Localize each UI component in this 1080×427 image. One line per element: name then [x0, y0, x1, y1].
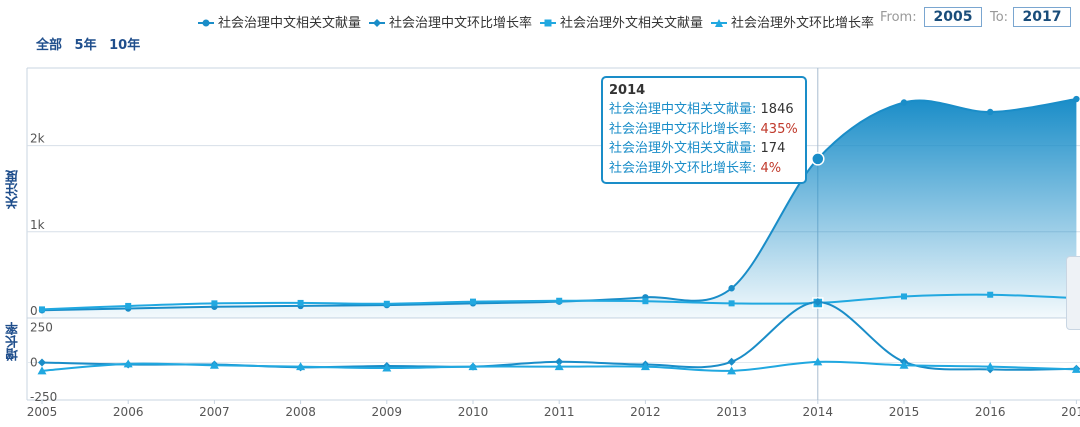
data-point [556, 297, 563, 304]
legend-item[interactable]: 社会治理中文环比增长率 [369, 12, 532, 31]
side-scroll-widget[interactable] [1066, 256, 1080, 330]
data-point [901, 293, 907, 300]
data-point [727, 366, 737, 375]
upper-y-axis-label: 关注度 [6, 170, 21, 209]
x-tick-label: 2011 [544, 405, 575, 419]
x-tick-label: 2009 [372, 405, 403, 419]
x-tick-label: 2014 [803, 405, 834, 419]
legend-label: 社会治理外文环比增长率 [731, 16, 875, 31]
data-point [1073, 95, 1080, 103]
data-point [123, 359, 133, 368]
legend-marker-icon [711, 19, 728, 27]
data-point [811, 152, 825, 166]
legend-marker-icon [369, 19, 386, 27]
x-tick-label: 2013 [716, 405, 747, 419]
data-point [383, 300, 390, 307]
x-tick-label: 2006 [113, 405, 144, 419]
to-label: To: [990, 10, 1009, 25]
upper-y-tick-label: 2k [30, 132, 45, 146]
tooltip-row: 社会治理中文相关文献量: 1846 [609, 102, 794, 117]
data-point [728, 285, 735, 292]
x-tick-label: 2010 [458, 405, 489, 419]
legend-item[interactable]: 社会治理中文相关文献量 [198, 12, 361, 31]
data-point [39, 306, 45, 313]
range-selector: 全部 5年 10年 [36, 34, 148, 53]
data-point [297, 299, 304, 306]
x-tick-label: 2008 [285, 405, 316, 419]
x-tick-label: 2005 [27, 405, 58, 419]
legend-item[interactable]: 社会治理外文相关文献量 [540, 12, 703, 31]
range-all-button[interactable]: 全部 [36, 38, 63, 53]
data-point [642, 298, 649, 305]
x-tick-label: 2015 [889, 405, 920, 419]
series-area-cn-volume [42, 99, 1077, 318]
data-point [554, 362, 564, 371]
data-point [987, 108, 994, 116]
data-point [985, 362, 995, 371]
data-point [987, 291, 994, 298]
data-point [813, 298, 822, 307]
data-point [382, 363, 392, 372]
legend-marker-icon [198, 19, 214, 27]
tooltip-row: 社会治理外文相关文献量: 174 [609, 141, 786, 156]
lower-y-tick-label: 250 [30, 321, 53, 335]
lower-y-axis-label: 增长率 [6, 322, 21, 361]
legend-label: 社会治理中文相关文献量 [218, 16, 362, 31]
x-tick-label: 2012 [630, 405, 661, 419]
legend-label: 社会治理中文环比增长率 [389, 16, 533, 31]
tooltip-row: 社会治理外文环比增长率: 4% [609, 160, 782, 176]
lower-y-tick-label: 0 [30, 355, 38, 369]
to-input[interactable]: 2017 [1013, 7, 1071, 27]
lower-y-tick-label: -250 [30, 390, 57, 404]
range-10y-button[interactable]: 10年 [109, 38, 141, 53]
chart-legend: 社会治理中文相关文献量 社会治理中文环比增长率 社会治理外文相关文献量 社会治理外文环… [198, 12, 882, 31]
data-point [900, 99, 908, 106]
data-point [470, 298, 476, 305]
data-point [555, 357, 564, 366]
tooltip-row: 社会治理中文环比增长率: 435% [609, 121, 798, 137]
data-point [37, 366, 47, 375]
legend-marker-icon [540, 19, 557, 27]
legend-label: 社会治理外文相关文献量 [560, 16, 704, 31]
data-point [38, 358, 46, 367]
from-label: From: [880, 10, 917, 25]
from-input[interactable]: 2005 [924, 7, 982, 27]
x-tick-label: 2016 [975, 405, 1006, 419]
upper-y-tick-label: 0 [30, 304, 38, 318]
legend-item[interactable]: 社会治理外文环比增长率 [711, 12, 874, 31]
data-point [468, 362, 478, 371]
upper-y-tick-label: 1k [30, 218, 45, 232]
data-point [899, 360, 909, 369]
range-5y-button[interactable]: 5年 [74, 38, 97, 53]
data-point [813, 357, 823, 366]
data-point [727, 357, 736, 366]
tooltip-title: 2014 [609, 83, 646, 98]
data-point [1071, 364, 1080, 373]
data-point [640, 362, 650, 371]
x-tick-label: 2007 [199, 405, 230, 419]
data-point [125, 302, 132, 309]
chart-tooltip: 2014 社会治理中文相关文献量: 1846 社会治理中文环比增长率: 435%… [601, 76, 807, 184]
x-tick-label: 2017 [1061, 405, 1080, 419]
data-point [296, 362, 306, 371]
data-point [209, 360, 219, 369]
data-point [728, 300, 735, 307]
data-point [211, 300, 218, 307]
